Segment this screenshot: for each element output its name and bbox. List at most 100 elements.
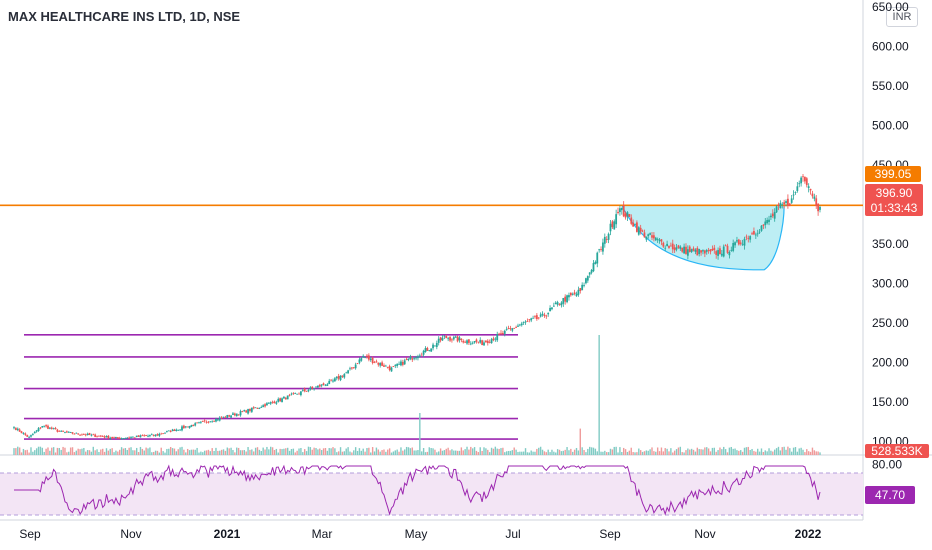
candle-body xyxy=(651,235,653,238)
volume-bar xyxy=(600,451,602,455)
volume-bar xyxy=(196,447,198,455)
candle-body xyxy=(160,433,163,435)
volume-bar xyxy=(202,452,204,455)
candle-body xyxy=(394,364,397,366)
candle-body xyxy=(286,395,289,400)
volume-bar xyxy=(120,447,123,455)
candle-body xyxy=(47,425,49,429)
candle-body xyxy=(403,360,406,365)
candle-body xyxy=(730,249,733,251)
candle-body xyxy=(165,431,168,433)
candle-body xyxy=(64,432,66,433)
volume-bar xyxy=(706,447,708,455)
volume-bar xyxy=(311,449,313,455)
volume-bar xyxy=(328,448,330,455)
candle-body xyxy=(260,407,263,408)
candle-body xyxy=(290,393,293,395)
candle-body xyxy=(73,433,76,435)
candle-body xyxy=(277,398,280,402)
candle-body xyxy=(777,204,780,206)
candle-body xyxy=(469,343,472,345)
volume-bar xyxy=(726,452,729,455)
volume-bar xyxy=(86,450,89,455)
candle-body xyxy=(39,427,42,429)
candle-body xyxy=(434,345,436,347)
volume-bar xyxy=(606,452,608,455)
candle-body xyxy=(709,249,712,252)
time-tick-label: Nov xyxy=(120,527,141,541)
candle-body xyxy=(734,242,736,246)
volume-bar xyxy=(536,448,538,455)
volume-bar xyxy=(638,448,640,455)
currency-selector[interactable]: INR xyxy=(886,7,918,27)
volume-bar xyxy=(441,450,444,455)
candle-body xyxy=(590,270,593,273)
candle-body xyxy=(115,437,117,438)
candle-body xyxy=(473,341,476,343)
volume-bar xyxy=(270,446,272,455)
volume-bar xyxy=(264,449,266,455)
countdown-badge: 01:33:43 xyxy=(871,201,918,215)
candle-body xyxy=(637,227,640,235)
candle-body xyxy=(143,435,146,437)
candle-body xyxy=(347,370,350,374)
candle-body xyxy=(154,434,157,437)
volume-bar xyxy=(673,450,676,455)
volume-bar xyxy=(243,450,245,455)
candle-body xyxy=(273,401,276,404)
volume-bar xyxy=(802,449,804,455)
candle-body xyxy=(609,223,612,232)
support-levels xyxy=(0,204,863,440)
candle-body xyxy=(496,334,499,341)
candle-body xyxy=(466,340,468,344)
candle-body xyxy=(126,437,129,439)
volume-bar xyxy=(234,452,236,455)
candle-body xyxy=(613,221,616,230)
volume-bar xyxy=(353,450,355,455)
volume-bar xyxy=(438,451,440,455)
volume-bar xyxy=(383,449,385,455)
volume-bar xyxy=(113,452,115,455)
candle-body xyxy=(569,292,572,296)
volume-bar xyxy=(645,450,648,455)
candle-body xyxy=(490,339,493,344)
volume-bar xyxy=(679,446,682,455)
candle-body xyxy=(339,375,342,381)
volume-bar xyxy=(807,451,810,455)
volume-bar xyxy=(115,450,117,455)
candle-body xyxy=(67,431,70,433)
volume-bar xyxy=(332,447,334,455)
candle-body xyxy=(199,421,202,423)
candle-body xyxy=(449,336,451,341)
candle-body xyxy=(617,211,619,213)
volume-bar xyxy=(354,447,357,455)
candle-body xyxy=(235,413,238,417)
volume-bar xyxy=(781,447,783,455)
volume-bar xyxy=(307,446,310,455)
candle-body xyxy=(20,431,23,434)
candle-body xyxy=(37,428,40,431)
candle-body xyxy=(647,234,650,237)
volume-bar xyxy=(775,448,778,455)
volume-bar xyxy=(773,449,776,455)
candle-body xyxy=(686,249,689,256)
volume-bar xyxy=(337,451,340,455)
candle-body xyxy=(71,432,74,434)
candle-body xyxy=(243,410,246,412)
volume-bar xyxy=(154,450,157,455)
volume-bar xyxy=(370,452,372,455)
volume-bar xyxy=(698,449,700,455)
volume-bar xyxy=(741,451,744,455)
volume-bar xyxy=(88,450,91,455)
candle-body xyxy=(632,222,635,227)
candle-body xyxy=(203,420,206,422)
volume-bar xyxy=(460,447,463,455)
candle-body xyxy=(211,421,214,423)
volume-bar xyxy=(502,447,504,455)
candle-body xyxy=(218,417,221,421)
volume-bar xyxy=(477,452,480,455)
candle-body xyxy=(132,436,134,438)
volume-bar xyxy=(532,451,534,455)
volume-bar xyxy=(315,448,317,455)
